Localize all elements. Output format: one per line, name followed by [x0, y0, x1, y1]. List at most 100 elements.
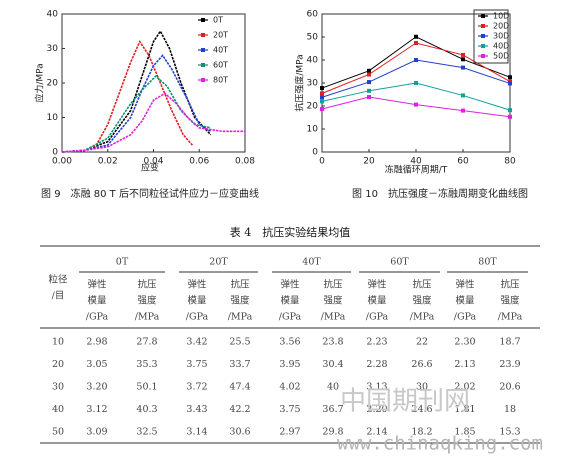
group-header: 20T: [209, 257, 228, 268]
y-tick-label: 60: [307, 10, 319, 20]
cell: 29.8: [322, 427, 343, 438]
cell: 23.9: [499, 359, 520, 370]
x-tick-label: 0.02: [98, 157, 118, 167]
data-point: [414, 81, 418, 85]
data-point: [461, 57, 465, 62]
y-tick-label: 10: [47, 113, 59, 123]
data-point: [320, 106, 324, 111]
cell: 40: [327, 382, 339, 393]
cell: 30.6: [229, 427, 250, 438]
row-header: 粒径: [48, 274, 68, 286]
cell: 3.56: [279, 337, 300, 348]
cell: 2.02: [454, 382, 475, 393]
cell: 3.20: [86, 382, 107, 393]
series-line: [61, 29, 212, 153]
column-header: 模量: [455, 295, 475, 307]
column-header: /MPa: [135, 312, 160, 323]
legend-label: 20D: [493, 22, 509, 31]
data-point: [508, 108, 512, 113]
x-tick-label: 0.06: [189, 157, 209, 167]
data-point: [508, 81, 512, 86]
table: 粒径/目0T弹性模量/GPa抗压强度/MPa20T弹性模量/GPa抗压强度/MP…: [48, 257, 528, 438]
series-line: [321, 96, 511, 118]
cell: 2.14: [366, 427, 387, 438]
column-header: 强度: [137, 295, 157, 307]
cell: 15.3: [499, 427, 520, 438]
legend-marker: [481, 24, 485, 28]
cell: 3.13: [366, 382, 387, 393]
legend-marker: [201, 18, 205, 22]
y-tick-label: 20: [47, 79, 59, 89]
cell: 3.09: [86, 427, 107, 438]
y-tick-label: 10: [307, 125, 319, 135]
y-tick-label: 20: [307, 102, 319, 112]
column-header: 强度: [323, 295, 343, 307]
y-axis-label: 应力/MPa: [34, 63, 46, 102]
data-point: [461, 108, 465, 113]
column-header: /MPa: [228, 312, 253, 323]
cell: 33.7: [229, 359, 250, 370]
figure-caption: 图 10 抗压强度－冻融周期变化曲线图: [352, 187, 528, 200]
y-tick-label: 0: [52, 148, 58, 158]
column-header: /GPa: [186, 312, 209, 323]
cell: 4.02: [279, 382, 300, 393]
column-header: 弹性: [280, 279, 300, 291]
legend-label: 20T: [213, 31, 228, 40]
data-point: [461, 52, 465, 57]
column-header: 弹性: [455, 279, 475, 291]
row-label: 10: [52, 337, 64, 348]
data-point: [414, 58, 418, 62]
cell: 18: [504, 404, 516, 415]
cell: 2.13: [454, 359, 475, 370]
legend-frame: [473, 9, 509, 64]
cell: 3.42: [186, 337, 207, 348]
y-axis-label: 抗压强度/MPa: [294, 54, 306, 111]
legend-marker: [481, 14, 485, 18]
data-point: [320, 99, 324, 104]
series-line: [61, 54, 212, 153]
x-tick-label: 0: [319, 157, 325, 167]
x-tick-label: 60: [457, 157, 469, 167]
column-header: 强度: [500, 295, 520, 307]
legend-label: 60T: [213, 61, 228, 70]
watermark: 中国期刊网: [340, 387, 470, 417]
cell: 2.30: [454, 337, 475, 348]
column-header: 强度: [230, 295, 250, 307]
cell: 23.8: [322, 337, 343, 348]
cell: 3.05: [86, 359, 107, 370]
group-header: 80T: [478, 257, 497, 268]
group-header: 60T: [390, 257, 409, 268]
x-tick-label: 0.04: [143, 157, 163, 167]
cell: 1.85: [454, 427, 475, 438]
watermark: www.chinaqking.com: [337, 433, 543, 455]
x-axis-label: 冻融循环周期/T: [385, 164, 448, 176]
x-tick-label: 0.00: [52, 157, 72, 167]
series-line: [321, 42, 511, 94]
series-line: [61, 74, 211, 153]
column-header: /GPa: [279, 312, 302, 323]
data-point: [414, 102, 418, 107]
cell: 47.4: [229, 382, 250, 393]
y-tick-label: 30: [307, 79, 319, 89]
x-axis-label: 应变: [141, 162, 159, 174]
cell: 24.6: [411, 404, 432, 415]
data-point: [508, 75, 512, 80]
legend-label: 80T: [213, 76, 228, 85]
legend-marker: [481, 34, 485, 38]
data-point: [461, 65, 465, 70]
cell: 50.1: [136, 382, 157, 393]
data-point: [367, 68, 371, 73]
data-point: [367, 72, 371, 77]
cell: 2.20: [366, 404, 387, 415]
cell: 1.81: [454, 404, 475, 415]
x-tick-label: 80: [504, 157, 516, 167]
column-header: /MPa: [321, 312, 346, 323]
cell: 42.2: [229, 404, 250, 415]
cell: 18.7: [499, 337, 520, 348]
y-tick-label: 0: [312, 148, 318, 158]
column-header: 模量: [367, 295, 387, 307]
cell: 2.97: [279, 427, 300, 438]
column-header: 抗压: [137, 279, 157, 291]
cell: 18.2: [411, 427, 432, 438]
x-tick-label: 20: [363, 157, 375, 167]
